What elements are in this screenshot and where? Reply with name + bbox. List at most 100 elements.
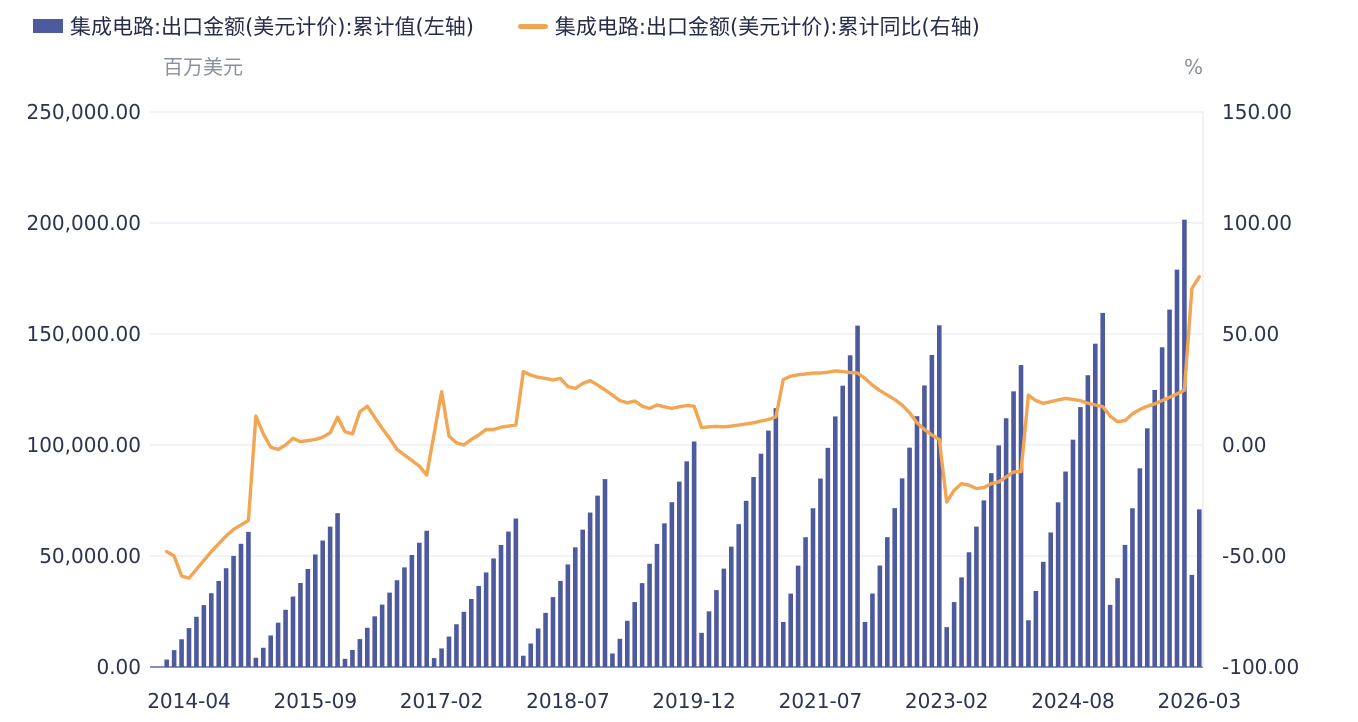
bar [758,453,764,667]
bar [1196,509,1202,667]
bar [743,500,749,667]
bar [662,523,667,667]
right-axis-tick-label: -50.00 [1222,544,1286,568]
bar [1174,269,1180,667]
bar [795,565,801,667]
bar [1092,343,1098,667]
bar [506,531,511,667]
bar [1078,407,1083,667]
bar [446,636,452,667]
bar [840,385,846,667]
bar [208,593,214,667]
bar [364,627,370,667]
bar [253,657,259,667]
legend-item-yoy[interactable]: 集成电路:出口金额(美元计价):累计同比(右轴) [517,11,980,41]
legend: 集成电路:出口金额(美元计价):累计值(左轴) 集成电路:出口金额(美元计价):… [33,11,980,41]
right-axis-tick-label: 100.00 [1222,211,1292,235]
bar-series-swatch [33,19,63,33]
legend-item-cumulative-value[interactable]: 集成电路:出口金额(美元计价):累计值(左轴) [33,11,474,41]
bar [201,605,207,667]
bar [669,502,675,667]
bar [1018,365,1024,667]
bar [899,478,905,667]
line-series [164,275,1202,580]
bar [580,529,586,667]
bar [1100,312,1106,667]
bar [922,385,927,667]
x-axis-tick-label: 2014-04 [147,689,231,713]
right-axis-tick-label: 50.00 [1222,322,1279,346]
bar [1167,309,1172,667]
bar [780,621,786,667]
bar [342,658,348,667]
bar [372,616,378,667]
bar [870,593,875,667]
left-axis-tick-label: 100,000.00 [26,433,141,457]
bar [320,540,326,667]
bar [1033,590,1039,667]
bar [595,495,600,667]
bar [884,537,890,667]
x-axis-tick-label: 2017-02 [400,689,484,713]
yoy-line [164,275,1202,580]
bar [164,659,170,667]
bar [179,639,184,667]
bar [402,567,407,667]
bar [803,537,808,667]
bar [929,355,935,667]
bar [476,585,482,667]
right-axis-tick-label: -100.00 [1222,655,1299,679]
right-axis-tick-label: 150.00 [1222,100,1292,124]
bar [1189,574,1195,667]
bar [223,568,229,667]
bar [959,577,964,667]
bar [565,564,571,667]
bar [773,408,779,667]
bar [847,355,853,667]
bar [684,461,690,667]
left-axis-tick-label: 0.00 [96,655,141,679]
x-axis-tick-label: 2021-07 [779,689,863,713]
right-axis-tick-label: 0.00 [1222,433,1267,457]
bar [914,416,920,667]
bar [439,648,444,667]
bar [862,621,868,667]
bar [892,508,898,667]
bar [617,638,623,667]
bar [231,555,236,667]
bar [1063,471,1068,667]
bar [691,441,697,667]
bar [171,650,177,667]
bar [335,513,340,667]
bar [721,568,727,667]
bar [1137,468,1143,667]
left-axis-tick-labels: 250,000.00 200,000.00 150,000.00 100,000.00… [26,100,141,679]
bar [714,590,719,667]
bar [520,655,526,667]
left-axis-tick-label: 250,000.00 [26,100,141,124]
bar [483,572,489,667]
bar [1182,219,1187,668]
bar [877,565,883,667]
bar [461,611,467,667]
bar [298,583,303,667]
bar [409,555,415,667]
bar [587,512,593,667]
bar [550,597,556,667]
bar [855,325,860,667]
bar [216,580,222,667]
bar [1115,578,1120,667]
bar [818,478,823,667]
bar [238,543,244,667]
bar [1130,508,1135,667]
legend-label-yoy: 集成电路:出口金额(美元计价):累计同比(右轴) [554,15,980,39]
bar [394,580,400,667]
bar [736,524,742,667]
bar [357,639,363,667]
bar [379,604,385,667]
x-axis-tick-label: 2019-12 [652,689,736,713]
bar [290,596,296,667]
bar [194,616,199,667]
